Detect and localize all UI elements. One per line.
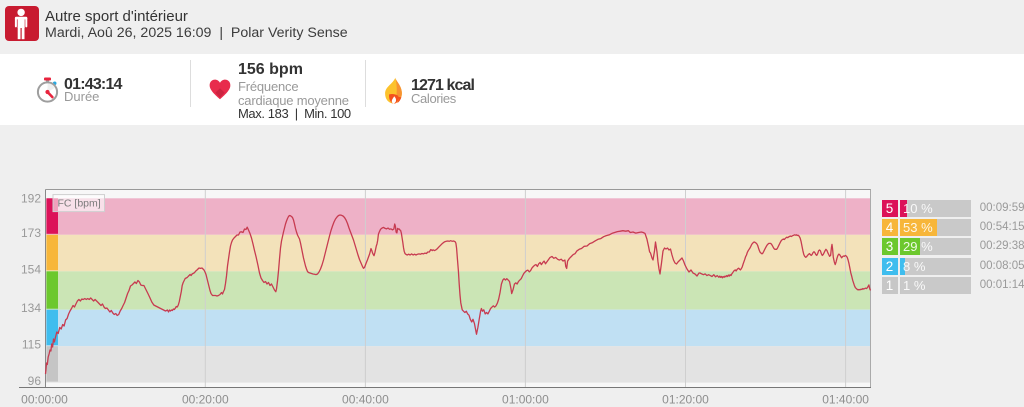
svg-text:115: 115: [22, 338, 41, 352]
svg-text:154: 154: [21, 263, 41, 277]
svg-text:00:00:00: 00:00:00: [21, 393, 68, 407]
svg-text:96: 96: [28, 374, 42, 388]
svg-text:01:20:00: 01:20:00: [662, 393, 709, 407]
svg-text:00:20:00: 00:20:00: [182, 393, 229, 407]
svg-text:134: 134: [21, 301, 41, 315]
svg-text:01:00:00: 01:00:00: [502, 393, 549, 407]
svg-text:192: 192: [21, 192, 41, 206]
svg-text:173: 173: [21, 226, 41, 240]
svg-text:01:40:00: 01:40:00: [822, 393, 869, 407]
svg-text:FC [bpm]: FC [bpm]: [58, 198, 101, 210]
svg-text:00:40:00: 00:40:00: [342, 393, 389, 407]
